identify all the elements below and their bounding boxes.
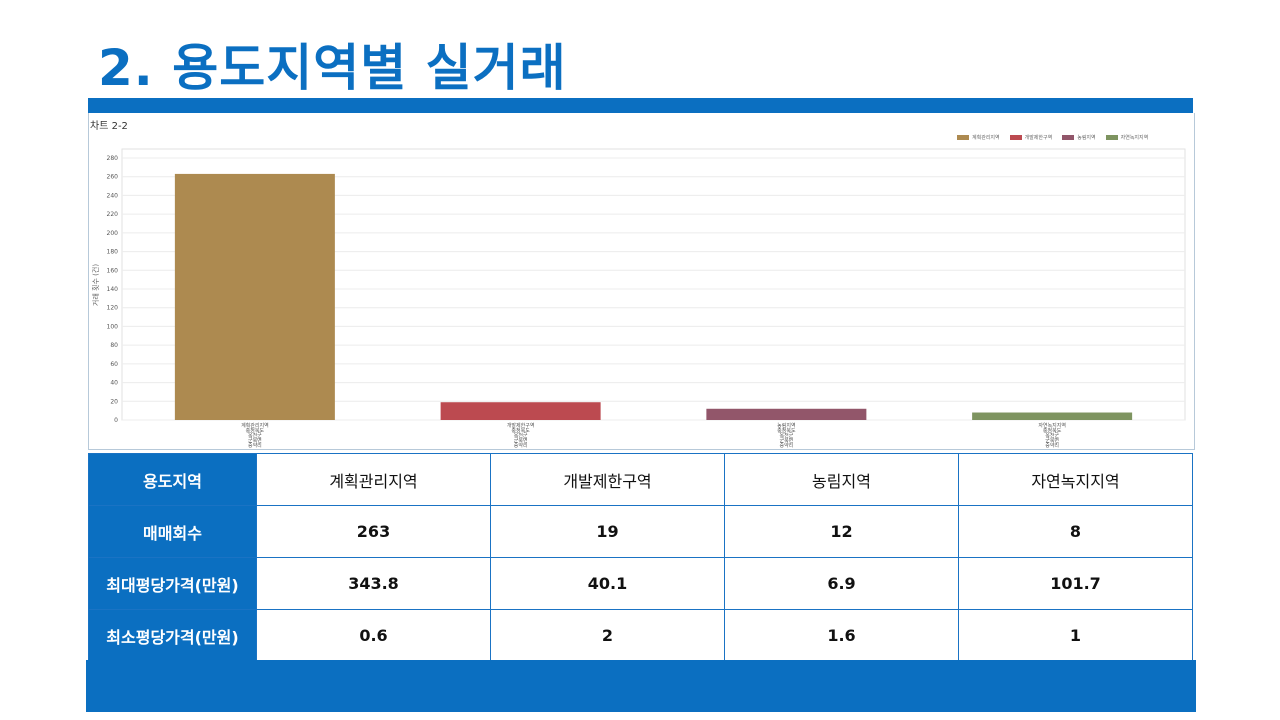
legend-swatch xyxy=(1062,135,1075,140)
row-label: 최소평당가격(만원) xyxy=(88,609,257,662)
table-cell: 40.1 xyxy=(490,557,725,610)
legend-item: 농림지역 xyxy=(1062,134,1096,141)
x-tick-label: 옥천군 xyxy=(779,432,793,439)
x-tick-label: 옥천군 xyxy=(1045,432,1059,439)
y-tick-label: 40 xyxy=(110,380,118,387)
table-cell: 12 xyxy=(724,505,959,558)
table-row: 매매회수 263 19 12 8 xyxy=(88,505,1193,558)
bar xyxy=(440,402,601,420)
legend-label: 계획관리지역 xyxy=(972,135,1000,141)
legend-swatch xyxy=(1105,135,1118,140)
x-tick-label: 충청북도 xyxy=(1043,427,1062,434)
x-tick-label: 증약리 xyxy=(248,442,262,449)
footer-bar xyxy=(86,660,1196,712)
table-header-cell: 자연녹지지역 xyxy=(958,453,1193,506)
chart-legend: 계획관리지역 개발제한구역 농림지역 자연녹지지역 xyxy=(957,134,1148,141)
table-cell: 8 xyxy=(958,505,1193,558)
row-label: 최대평당가격(만원) xyxy=(88,557,257,610)
table-header-cell: 개발제한구역 xyxy=(490,453,725,506)
y-axis-label: 거래 횟수 (건) xyxy=(91,264,100,306)
bar-chart: 0 20 40 60 80 100 120 140 160 180 200 220 240 260 280 거… xyxy=(91,148,1186,449)
bar xyxy=(706,408,867,420)
x-tick-label: 옥천군 xyxy=(514,432,528,439)
y-tick-label: 100 xyxy=(107,323,119,330)
y-tick-label: 240 xyxy=(107,192,119,199)
y-tick-label: 120 xyxy=(107,305,119,312)
x-tick-label: 자연녹지지역 xyxy=(1038,422,1066,429)
table-header-cell: 농림지역 xyxy=(724,453,959,506)
x-tick-label: 농림지역 xyxy=(777,422,795,429)
x-tick-label: 개발제한구역 xyxy=(507,422,535,429)
x-tick-label: 충청북도 xyxy=(246,427,265,434)
y-tick-label: 60 xyxy=(110,361,118,368)
y-tick-label: 80 xyxy=(110,342,118,349)
legend-label: 농림지역 xyxy=(1077,135,1096,141)
x-tick-label: 군북면 xyxy=(1045,437,1059,444)
y-tick-label: 20 xyxy=(110,398,118,405)
table-row: 최소평당가격(만원) 0.6 2 1.6 1 xyxy=(88,609,1193,662)
legend-item: 자연녹지지역 xyxy=(1105,134,1149,141)
table-cell: 19 xyxy=(490,505,725,558)
y-tick-label: 160 xyxy=(107,267,119,274)
table-cell: 263 xyxy=(256,505,491,558)
summary-table: 용도지역 계획관리지역 개발제한구역 농림지역 자연녹지지역 매매회수 263 … xyxy=(88,453,1193,662)
table-cell: 6.9 xyxy=(724,557,959,610)
legend-item: 개발제한구역 xyxy=(1009,134,1053,141)
table-row: 최대평당가격(만원) 343.8 40.1 6.9 101.7 xyxy=(88,557,1193,610)
legend-item: 계획관리지역 xyxy=(957,134,1000,141)
table-cell: 1 xyxy=(958,609,1193,662)
x-tick-label: 증약리 xyxy=(779,442,793,449)
y-tick-label: 140 xyxy=(107,286,119,293)
y-tick-label: 280 xyxy=(107,155,119,162)
x-tick-label: 옥천군 xyxy=(248,432,262,439)
x-tick-label: 충청북도 xyxy=(511,427,530,434)
bar xyxy=(174,173,335,420)
y-tick-label: 180 xyxy=(107,249,119,256)
bar xyxy=(972,412,1133,420)
legend-swatch xyxy=(1009,135,1022,140)
x-tick-label: 증약리 xyxy=(1045,442,1059,449)
x-tick-label: 계획관리지역 xyxy=(241,422,269,429)
title-divider-bar xyxy=(88,98,1193,113)
y-tick-label: 220 xyxy=(107,211,119,218)
x-tick-label: 군북면 xyxy=(779,437,793,444)
legend-label: 개발제한구역 xyxy=(1024,135,1053,141)
page-title: 2. 용도지역별 실거래 xyxy=(98,39,567,97)
x-tick-label: 군북면 xyxy=(248,437,262,444)
table-header-cell: 계획관리지역 xyxy=(256,453,491,506)
table-cell: 1.6 xyxy=(724,609,959,662)
y-tick-label: 260 xyxy=(107,174,119,181)
table-cell: 0.6 xyxy=(256,609,491,662)
y-tick-label: 200 xyxy=(107,230,119,237)
table-header-cell: 용도지역 xyxy=(88,453,257,506)
legend-swatch xyxy=(957,135,969,140)
row-label: 매매회수 xyxy=(88,505,257,558)
table-row: 용도지역 계획관리지역 개발제한구역 농림지역 자연녹지지역 xyxy=(88,453,1193,506)
table-cell: 2 xyxy=(490,609,725,662)
table-cell: 101.7 xyxy=(958,557,1193,610)
x-tick-label: 증약리 xyxy=(514,442,528,449)
legend-label: 자연녹지지역 xyxy=(1120,135,1149,141)
table-cell: 343.8 xyxy=(256,557,491,610)
chart-title: 차트 2-2 xyxy=(90,121,128,132)
y-tick-label: 0 xyxy=(114,417,118,424)
x-tick-label: 충청북도 xyxy=(777,427,796,434)
x-tick-label: 군북면 xyxy=(514,437,528,444)
